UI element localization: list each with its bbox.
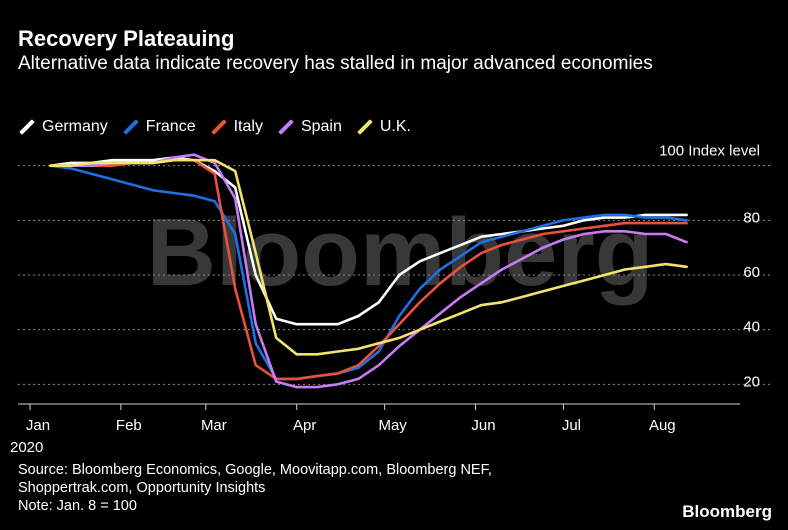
bloomberg-logo: Bloomberg [682,502,772,521]
legend-swatch [123,119,139,135]
source-line-3: Note: Jan. 8 = 100 [18,498,137,514]
x-tick-label: 2020 [10,439,43,456]
line-chart: Bloomberg 20 40 60 80 100 Index level Jan 2020… [10,143,770,456]
legend-item-spain: Spain [277,118,342,136]
series-line-france [49,164,688,381]
legend-label: U.K. [379,118,411,135]
x-tick-label: Feb [116,417,142,434]
legend-swatch [19,119,35,135]
y-tick-label-100: 100 Index level [659,143,760,160]
legend: Germany France Italy Spain U.K. [18,118,411,136]
x-tick-label: Jan [26,417,50,434]
source-line-2: Shoppertrak.com, Opportunity Insights [18,480,266,496]
legend-item-france: France [122,118,196,136]
series-line-uk [49,158,688,356]
x-tick-label: Apr [293,417,316,434]
watermark-text: Bloomberg [147,199,654,306]
legend-swatch [210,119,227,135]
x-tick-label: Jun [471,417,495,434]
legend-swatch [357,119,373,135]
x-tick-label: Aug [649,417,676,434]
source-line-1: Source: Bloomberg Economics, Google, Moo… [18,462,492,478]
x-tick-label: Jul [562,417,581,434]
series-lines [49,153,688,389]
chart-title: Recovery Plateauing [18,26,235,51]
y-tick-label-20: 20 [743,373,760,390]
legend-item-uk: U.K. [356,118,411,136]
y-tick-label-80: 80 [743,209,760,226]
legend-label: Italy [233,118,263,135]
y-tick-label-60: 60 [743,264,760,281]
chart-subtitle: Alternative data indicate recovery has s… [18,53,653,74]
legend-label: Germany [42,118,108,135]
series-line-germany [49,156,688,326]
axes: 20 40 60 80 100 Index level Jan 2020 Feb Mar Apr M… [10,143,760,456]
x-tick-label: May [378,417,407,434]
legend-label: Spain [300,118,342,135]
legend-swatch [278,119,294,135]
legend-label: France [145,118,196,135]
x-tick-label: Mar [201,417,227,434]
source-note: Source: Bloomberg Economics, Google, Moo… [18,461,492,515]
y-tick-label-40: 40 [743,319,760,336]
legend-item-germany: Germany [18,118,108,136]
legend-item-italy: Italy [210,118,263,136]
